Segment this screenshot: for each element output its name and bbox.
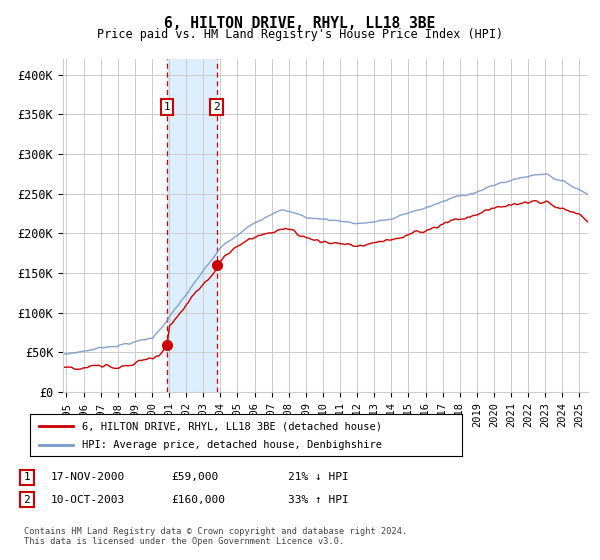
Text: £160,000: £160,000: [171, 494, 225, 505]
Text: 2: 2: [23, 494, 31, 505]
Text: 21% ↓ HPI: 21% ↓ HPI: [288, 472, 349, 482]
Bar: [167, 59, 217, 392]
Text: HPI: Average price, detached house, Denbighshire: HPI: Average price, detached house, Denb…: [82, 440, 382, 450]
Text: 33% ↑ HPI: 33% ↑ HPI: [288, 494, 349, 505]
Text: Price paid vs. HM Land Registry's House Price Index (HPI): Price paid vs. HM Land Registry's House …: [97, 28, 503, 41]
Text: £59,000: £59,000: [171, 472, 218, 482]
Text: 17-NOV-2000: 17-NOV-2000: [51, 472, 125, 482]
Text: 2: 2: [213, 102, 220, 112]
Text: Contains HM Land Registry data © Crown copyright and database right 2024.
This d: Contains HM Land Registry data © Crown c…: [24, 526, 407, 546]
Text: 6, HILTON DRIVE, RHYL, LL18 3BE (detached house): 6, HILTON DRIVE, RHYL, LL18 3BE (detache…: [82, 421, 382, 431]
Text: 1: 1: [164, 102, 170, 112]
Text: 6, HILTON DRIVE, RHYL, LL18 3BE: 6, HILTON DRIVE, RHYL, LL18 3BE: [164, 16, 436, 31]
Text: 10-OCT-2003: 10-OCT-2003: [51, 494, 125, 505]
Text: 1: 1: [23, 472, 31, 482]
